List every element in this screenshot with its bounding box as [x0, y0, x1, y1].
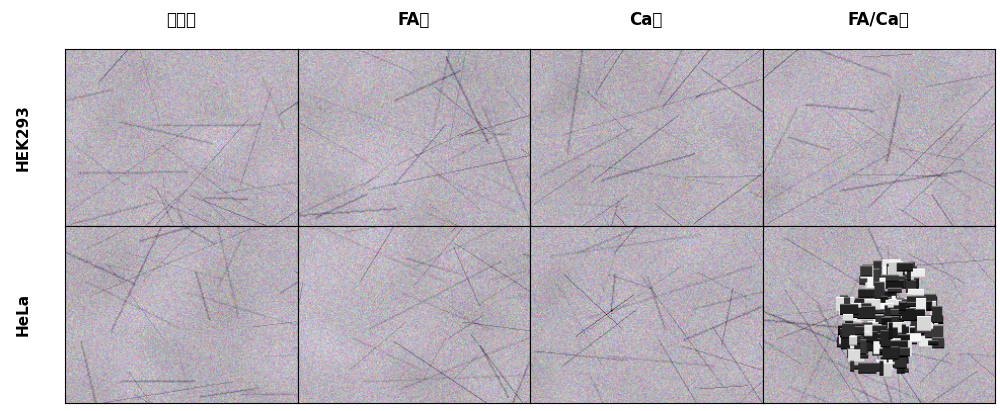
- Text: FA/Ca组: FA/Ca组: [848, 11, 910, 29]
- Text: 对照组: 对照组: [166, 11, 196, 29]
- Text: HEK293: HEK293: [15, 104, 30, 171]
- Text: FA组: FA组: [398, 11, 430, 29]
- Text: HeLa: HeLa: [15, 293, 30, 336]
- Text: Ca组: Ca组: [630, 11, 663, 29]
